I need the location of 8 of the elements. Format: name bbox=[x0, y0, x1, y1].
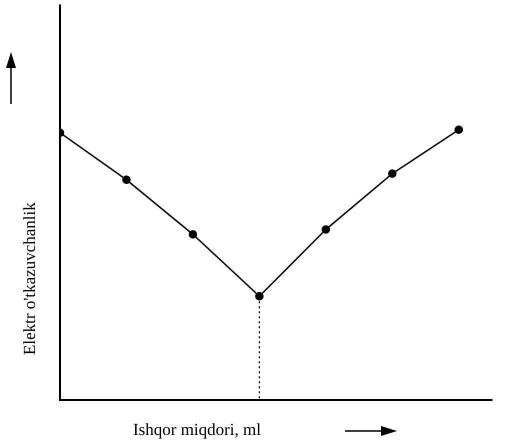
point bbox=[255, 292, 264, 300]
point bbox=[388, 169, 397, 178]
point bbox=[322, 225, 330, 234]
y-axis-title: Elektr o'tkazuvchanlik bbox=[20, 202, 40, 355]
point bbox=[188, 230, 198, 239]
point bbox=[454, 126, 464, 134]
point bbox=[122, 176, 131, 184]
x-axis-title: Ishqor miqdori, ml bbox=[133, 420, 261, 440]
